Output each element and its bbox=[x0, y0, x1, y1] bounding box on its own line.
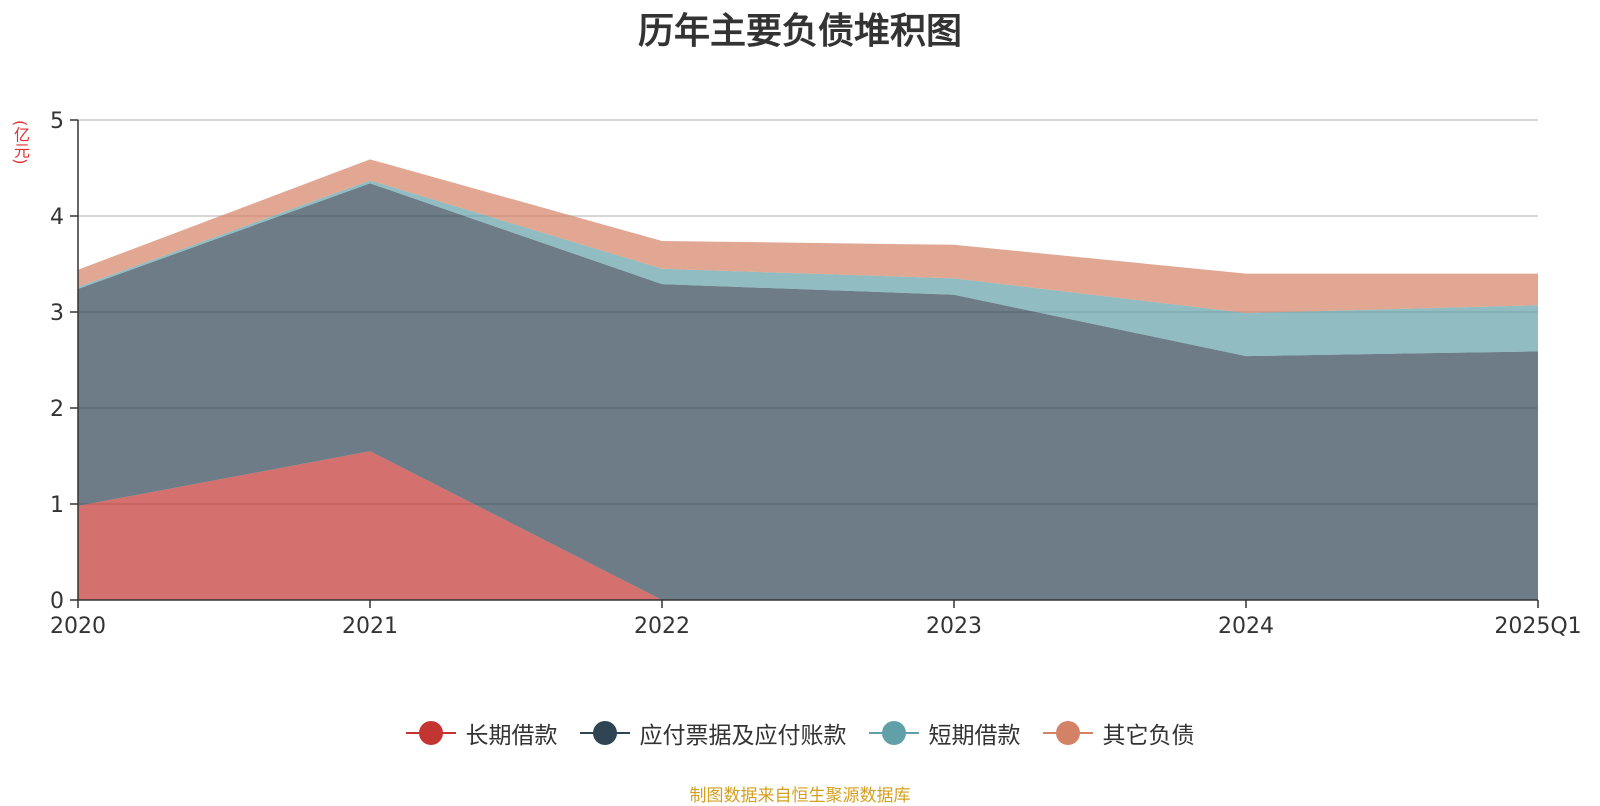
legend-item-3[interactable]: 其它负债 bbox=[1042, 716, 1195, 750]
y-unit-label: (亿元) bbox=[11, 120, 30, 165]
legend-item-0[interactable]: 长期借款 bbox=[405, 716, 558, 750]
area-series-2 bbox=[78, 180, 1538, 357]
legend-label: 长期借款 bbox=[465, 723, 558, 749]
data-source-note: 制图数据来自恒生聚源数据库 bbox=[689, 786, 911, 806]
legend-item-2[interactable]: 短期借款 bbox=[868, 716, 1021, 750]
legend-marker-icon bbox=[868, 721, 919, 745]
x-tick-label: 2025Q1 bbox=[1494, 614, 1581, 639]
area-series bbox=[78, 159, 1538, 601]
y-tick-label: 3 bbox=[50, 301, 64, 326]
y-tick-label: 4 bbox=[50, 205, 64, 230]
axes: 0 1 2 3 4 5 2020 2021 2022 2023 2024 2025Q1 bbox=[50, 109, 1582, 639]
legend-label: 短期借款 bbox=[928, 723, 1021, 749]
y-tick-label: 5 bbox=[50, 109, 64, 134]
area-series-0 bbox=[78, 451, 1538, 600]
x-tick-label: 2022 bbox=[634, 614, 690, 639]
legend-marker-icon bbox=[405, 721, 456, 745]
x-tick-label: 2021 bbox=[342, 614, 398, 639]
x-tick-label: 2020 bbox=[50, 614, 106, 639]
stacked-area-chart: 0 1 2 3 4 5 2020 2021 2022 2023 2024 2025Q1 bbox=[50, 109, 1582, 639]
y-tick-label: 2 bbox=[50, 397, 64, 422]
area-series-3 bbox=[78, 159, 1538, 313]
legend-marker-icon bbox=[1042, 721, 1093, 745]
legend-marker-icon bbox=[579, 721, 630, 745]
y-tick-label: 0 bbox=[50, 589, 64, 614]
legend-label: 其它负债 bbox=[1102, 723, 1195, 749]
x-tick-label: 2023 bbox=[926, 614, 982, 639]
y-tick-label: 1 bbox=[50, 493, 64, 518]
area-series-1 bbox=[78, 183, 1538, 601]
legend: 长期借款 应付票据及应付账款 短期借款 其它负债 bbox=[0, 716, 1600, 750]
chart-title: 历年主要负债堆积图 bbox=[637, 11, 962, 52]
legend-label: 应付票据及应付账款 bbox=[639, 723, 847, 749]
x-tick-label: 2024 bbox=[1218, 614, 1274, 639]
legend-item-1[interactable]: 应付票据及应付账款 bbox=[579, 716, 847, 750]
